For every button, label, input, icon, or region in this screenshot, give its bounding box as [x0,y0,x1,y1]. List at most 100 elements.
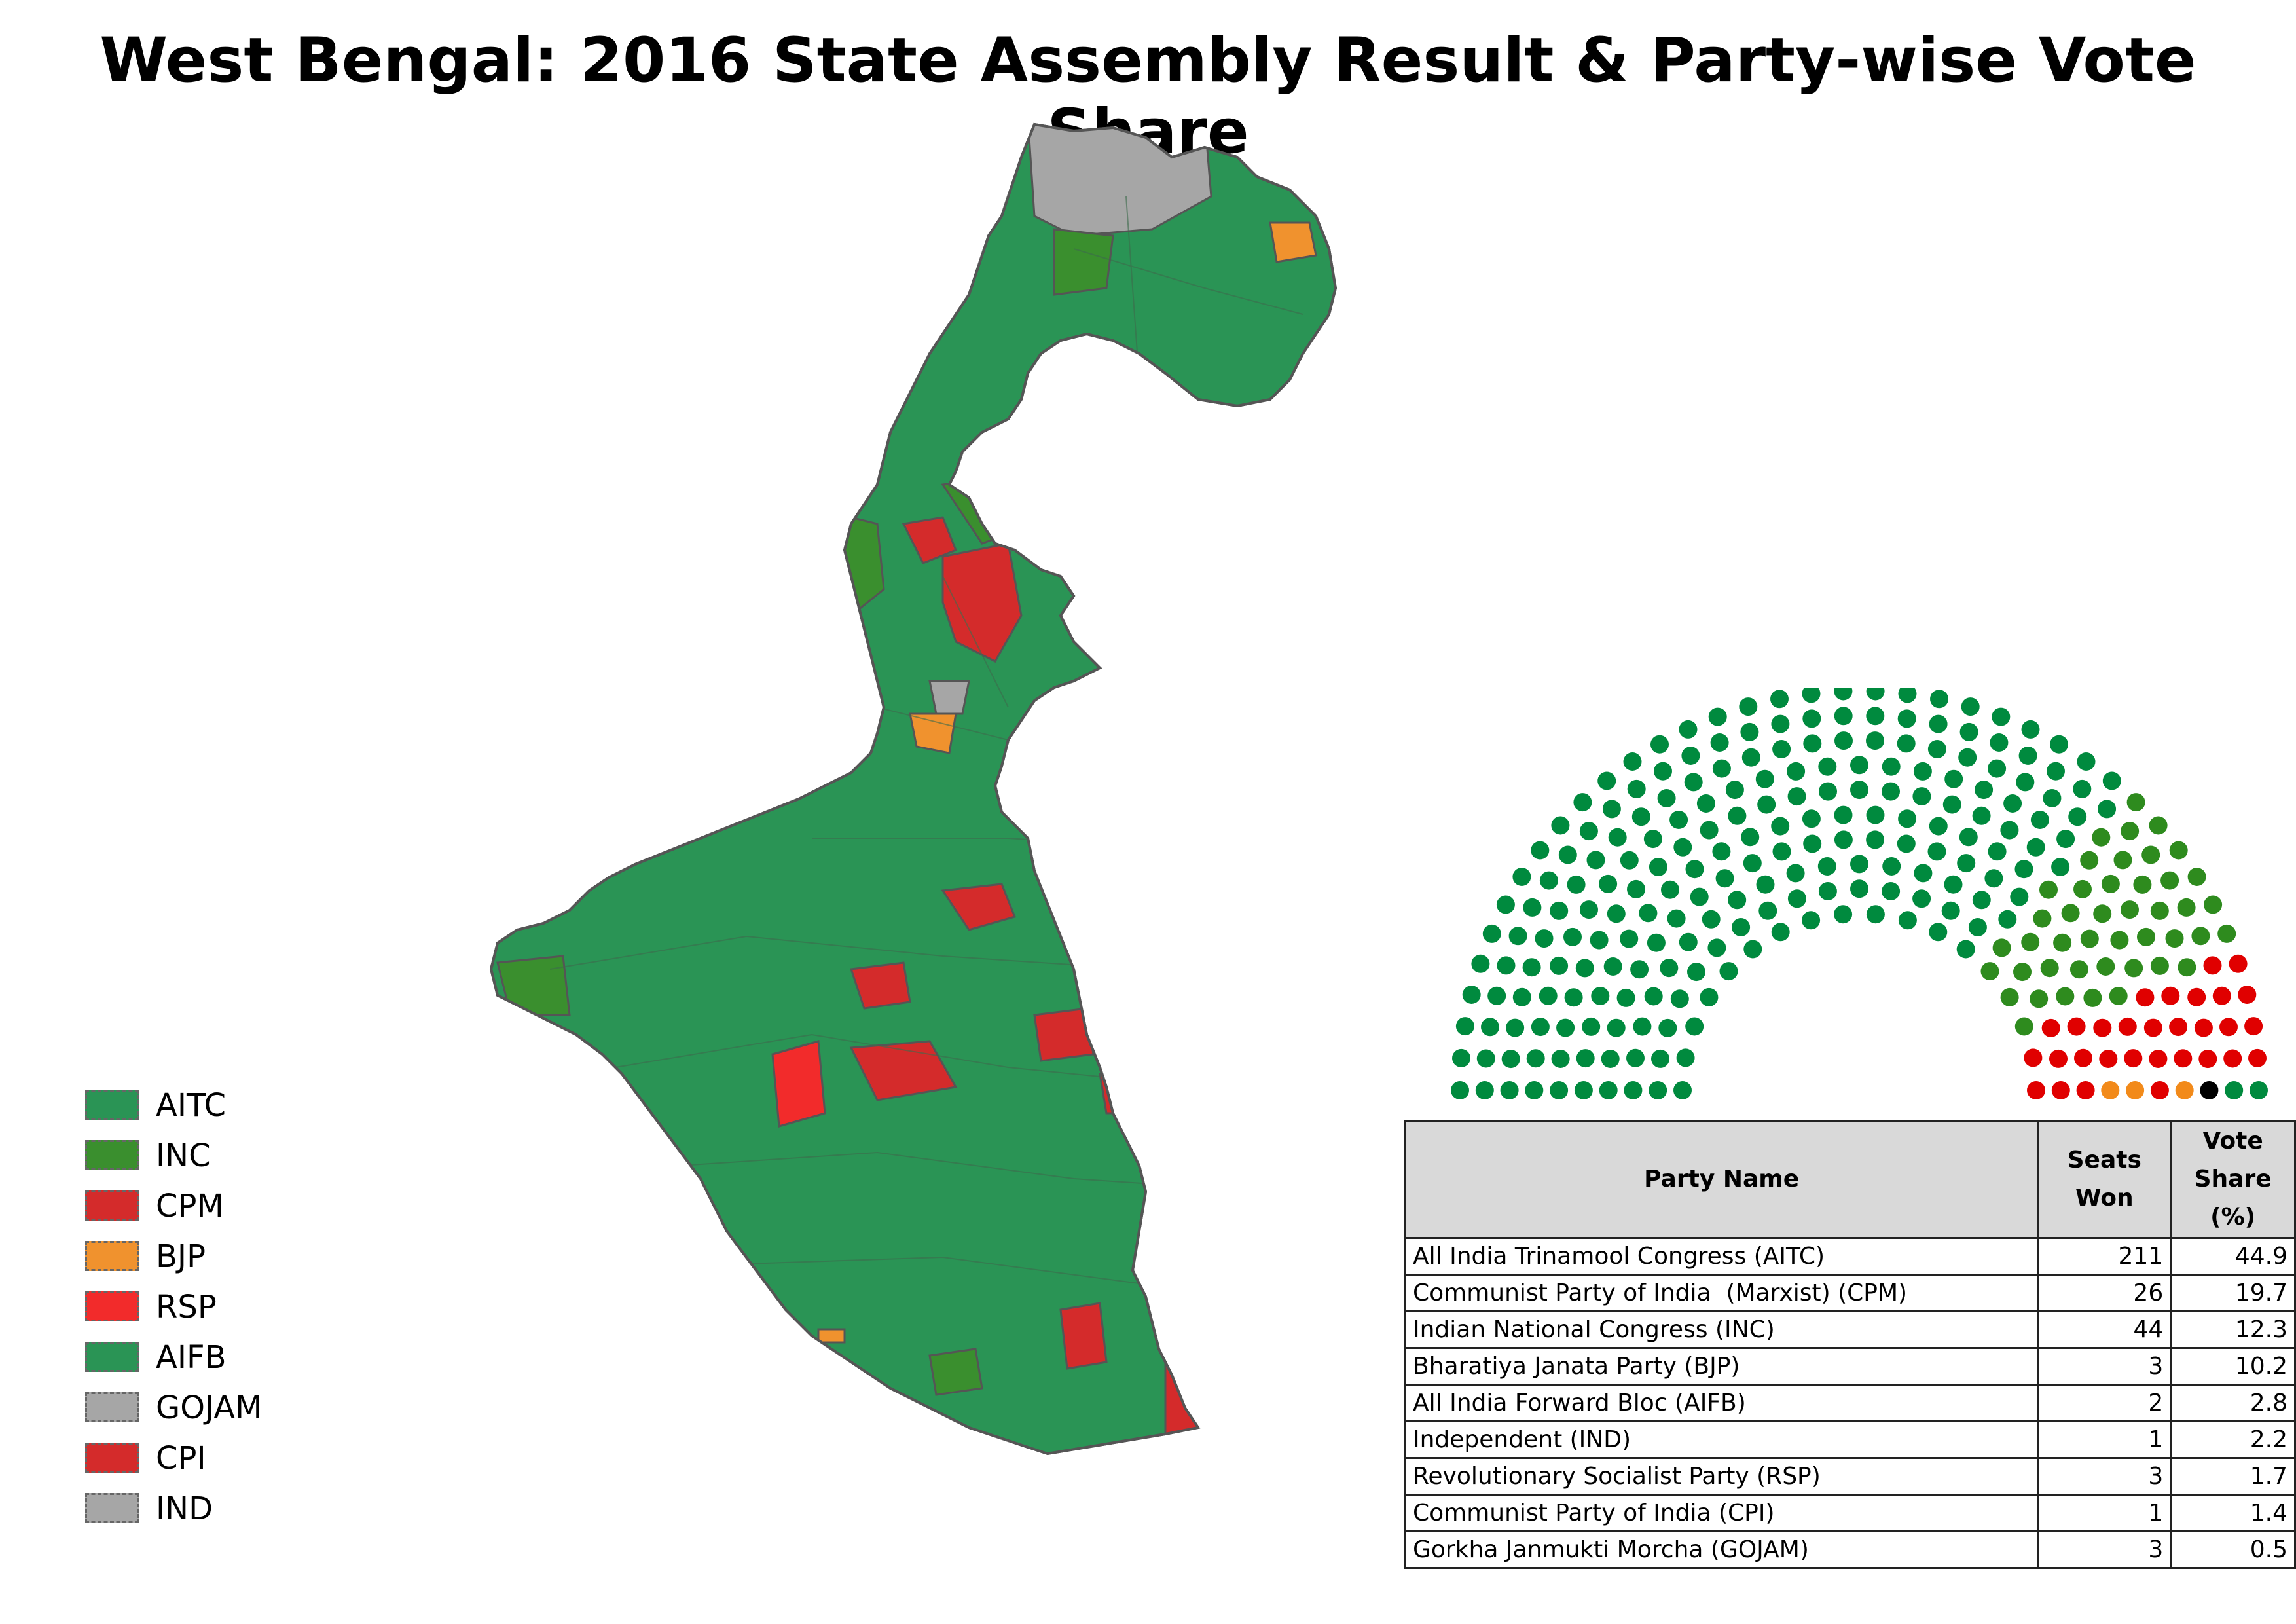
legend-label-cpi: CPI [156,1440,206,1477]
seat-aitc [1481,1018,1499,1037]
seat-aitc [2073,779,2092,798]
seat-cpm [2248,1048,2267,1067]
west-bengal-map [490,123,1337,1455]
seat-aitc [1639,904,1658,923]
header-party-name: Party Name [1404,1120,2039,1239]
seat-aitc [1531,1018,1550,1037]
vote-share-cell: 12.3 [2170,1310,2296,1349]
seats-cell: 3 [2037,1457,2172,1496]
seat-gojam [2098,800,2117,819]
seat-cpm [2124,1049,2143,1068]
seat-inc [1980,962,1999,981]
seat-gojam [1998,910,2017,929]
seat-aitc [1741,828,1760,847]
seat-aitc [1959,828,1978,847]
seat-aitc [1649,1081,1667,1099]
seat-inc [2169,841,2188,860]
region-bjp-2 [909,712,957,754]
legend-label-aifb: AIFB [156,1339,227,1376]
seat-aitc [1580,900,1598,919]
seat-aitc [1959,722,1978,741]
seat-aitc [1866,805,1885,824]
seat-inc [2080,929,2099,948]
party-name-cell: Gorkha Janmukti Morcha (GOJAM) [1404,1530,2039,1569]
seats-cell: 2 [2037,1384,2172,1422]
seat-cpm [2223,1049,2242,1068]
seat-aitc [1500,1081,1519,1099]
seat-aitc [1719,962,1738,981]
seat-aitc [1501,1050,1520,1069]
party-name-cell: Indian National Congress (INC) [1404,1310,2039,1349]
region-bjp-north [1269,221,1317,263]
seat-cpm [2136,988,2155,1007]
vote-share-cell: 44.9 [2170,1237,2296,1276]
seat-aitc [1984,869,2003,888]
seat-aitc [1772,842,1791,861]
seat-aitc [1685,860,1704,879]
seat-aitc [1740,722,1759,741]
seat-aitc [1649,858,1667,876]
seat-aitc [1834,688,1853,701]
seat-rsp [2076,1081,2095,1099]
seat-aitc [1658,1018,1677,1037]
seat-aitc [1657,789,1676,807]
seat-aitc [1834,707,1853,726]
header-seats-line2: Won [2075,1185,2134,1211]
seat-aitc [1972,891,1991,910]
seat-inc [2080,851,2099,870]
party-name-cell: Communist Party of India (CPI) [1404,1494,2039,1532]
seat-aitc [1834,830,1853,849]
seat-aitc [2000,821,2019,840]
seat-inc [2178,958,2196,977]
vote-share-cell: 19.7 [2170,1274,2296,1312]
seat-aitc [1623,752,1642,771]
seat-aitc [1866,688,1885,701]
seat-cpm [2244,1017,2263,1036]
seat-cpm [2169,1018,2188,1037]
seat-inc [2177,898,2196,917]
legend-label-rsp: RSP [156,1289,217,1325]
seat-aitc [1551,1050,1570,1068]
seat-inc [1992,938,2011,957]
table-row: All India Trinamool Congress (AITC) 211 44… [1404,1237,2296,1276]
seat-aitc [2102,771,2121,790]
seat-inc [2101,874,2120,893]
seat-aitc [1631,807,1650,826]
seat-aitc [1786,864,1805,883]
seat-inc [2096,957,2115,976]
region-cpm-9 [1203,1145,1245,1200]
seat-cpm [2194,1018,2213,1037]
seat-aitc [1992,707,2011,726]
seat-cpm [2238,986,2257,1004]
seat-aitc [1626,1048,1645,1067]
seat-aitc [1710,733,1729,752]
seat-aitc [1898,809,1917,828]
table-row: Communist Party of India (Marxist) (CPM)… [1404,1274,2296,1312]
seat-aitc [1897,734,1916,753]
seat-aitc [1573,793,1592,812]
seat-aitc [1882,857,1901,876]
seat-inc [2021,932,2040,951]
seat-aitc [1898,688,1917,703]
seat-inc [2092,828,2111,847]
region-cpm-1 [902,516,957,564]
seat-aitc [2050,735,2068,754]
party-name-cell: All India Trinamool Congress (AITC) [1404,1237,2039,1276]
seat-cpm [2174,1049,2193,1068]
seat-aitc [1817,857,1836,876]
seat-cpm [2093,1018,2112,1037]
region-rsp-1 [1210,588,1252,617]
vote-share-cell: 2.2 [2170,1420,2296,1459]
seat-aitc [1866,707,1885,726]
seat-aitc [1850,781,1868,800]
seat-aitc [1455,1017,1474,1036]
header-vote-share: Vote Share (%) [2170,1120,2296,1239]
seat-aitc [1576,1049,1595,1068]
table-row: Gorkha Janmukti Morcha (GOJAM) 3 0.5 [1404,1530,2296,1569]
party-name-cell: Communist Party of India (Marxist) (CPM) [1404,1274,2039,1312]
seat-aitc [1897,709,1916,728]
seat-cpm [2049,1049,2068,1068]
seat-aitc [1522,958,1541,977]
seat-aitc [1550,1081,1569,1099]
seat-aitc [1681,747,1700,765]
